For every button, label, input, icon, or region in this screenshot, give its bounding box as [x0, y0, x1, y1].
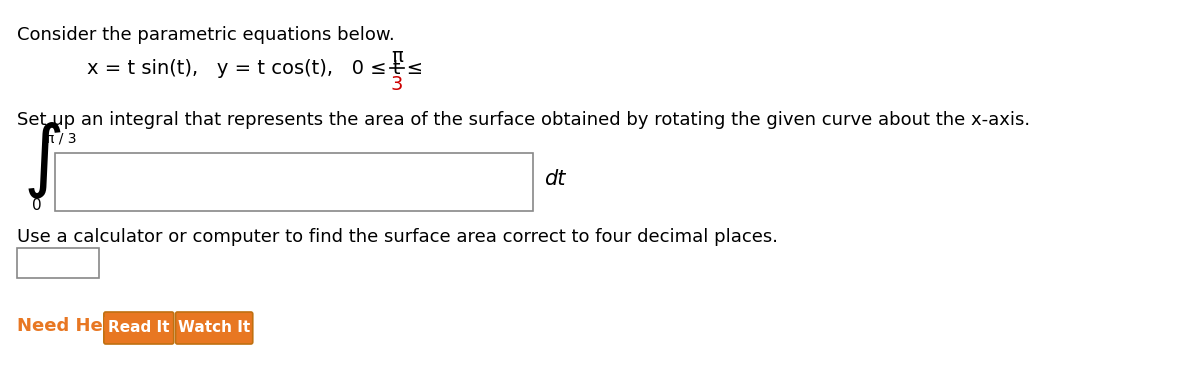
Text: π / 3: π / 3: [46, 132, 77, 146]
Text: Watch It: Watch It: [178, 321, 251, 336]
Bar: [55, 153, 533, 211]
FancyBboxPatch shape: [175, 312, 253, 344]
Text: 3: 3: [391, 75, 403, 93]
Text: Need Help?: Need Help?: [17, 317, 132, 335]
Text: Set up an integral that represents the area of the surface obtained by rotating : Set up an integral that represents the a…: [17, 111, 1030, 129]
Text: π: π: [391, 46, 403, 66]
Text: dt: dt: [544, 169, 565, 189]
Text: x = t sin(t),   y = t cos(t),   0 ≤ t ≤: x = t sin(t), y = t cos(t), 0 ≤ t ≤: [88, 59, 424, 78]
Text: Consider the parametric equations below.: Consider the parametric equations below.: [17, 26, 395, 44]
Text: Read It: Read It: [108, 321, 169, 336]
Text: $\int$: $\int$: [23, 121, 61, 201]
Text: Use a calculator or computer to find the surface area correct to four decimal pl: Use a calculator or computer to find the…: [17, 228, 778, 246]
FancyBboxPatch shape: [104, 312, 174, 344]
Bar: [17, 248, 100, 278]
Text: 0: 0: [32, 198, 42, 213]
